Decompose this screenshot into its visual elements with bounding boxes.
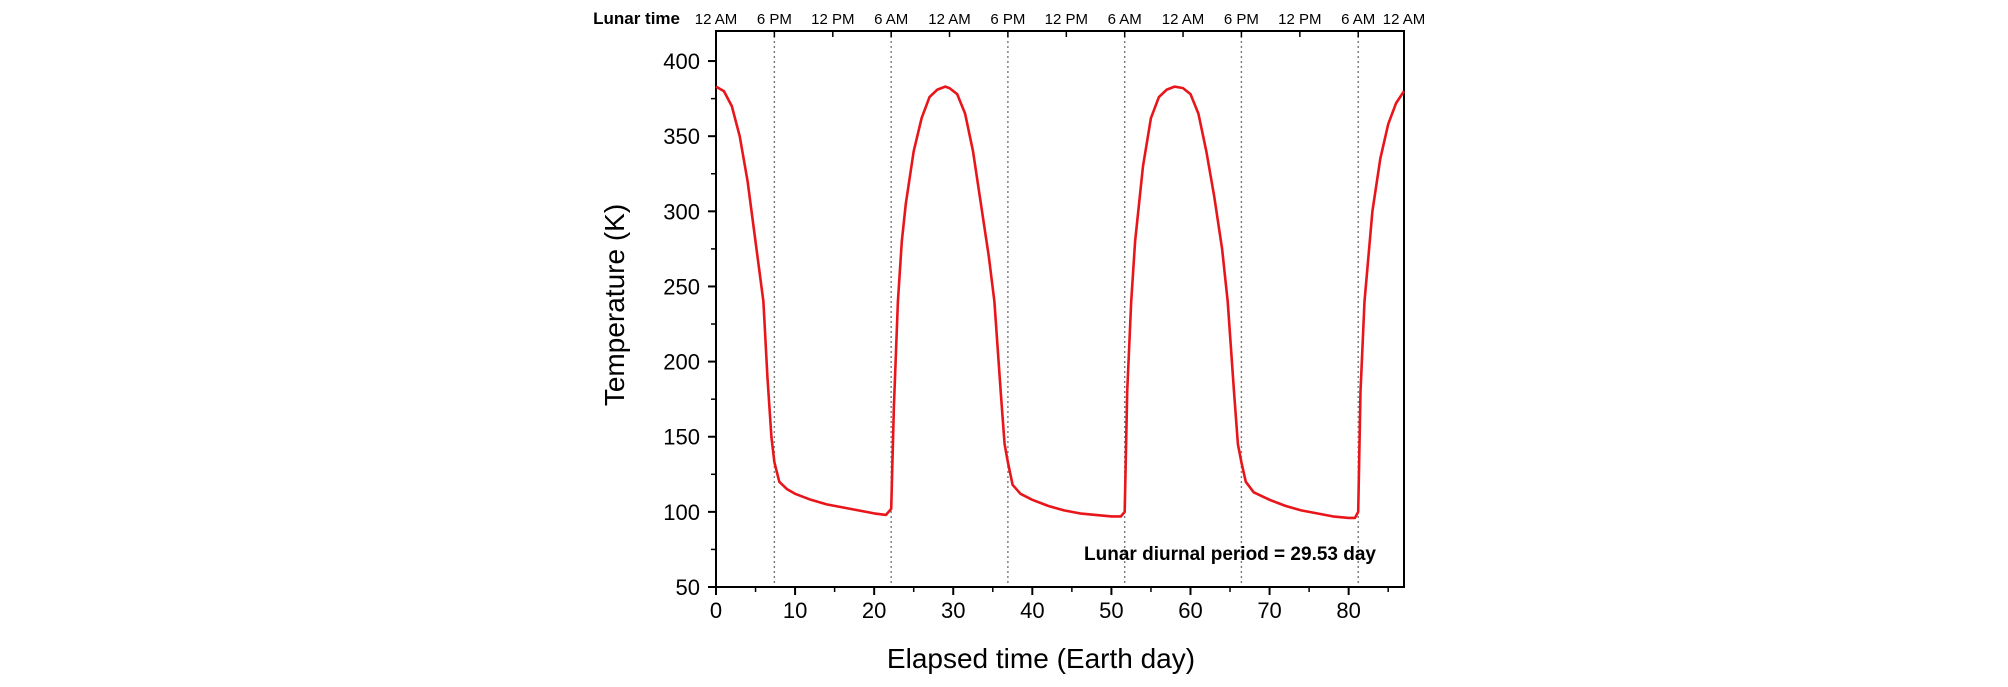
- x-tick-label: 80: [1336, 598, 1360, 623]
- y-tick-label: 300: [663, 199, 700, 224]
- x-tick-label: 20: [862, 598, 886, 623]
- top-tick-label: 12 AM: [1162, 11, 1205, 28]
- y-axis-ticks: 50 100 150 200 250 300 350 400: [663, 49, 716, 600]
- top-axis-label: Lunar time: [593, 9, 680, 28]
- x-tick-label: 10: [783, 598, 807, 623]
- chart-annotation: Lunar diurnal period = 29.53 day: [1084, 544, 1376, 565]
- top-tick-label: 12 AM: [928, 11, 971, 28]
- x-tick-label: 70: [1257, 598, 1281, 623]
- x-tick-label: 30: [941, 598, 965, 623]
- top-tick-label: 6 PM: [1224, 11, 1259, 28]
- x-axis-ticks: 0 10 20 30 40 50 60 70 80: [710, 587, 1389, 623]
- x-axis-label: Elapsed time (Earth day): [887, 643, 1195, 674]
- y-tick-label: 50: [676, 575, 700, 600]
- top-tick-label: 6 PM: [990, 11, 1025, 28]
- y-tick-label: 400: [663, 49, 700, 74]
- y-axis-label: Temperature (K): [599, 204, 630, 406]
- top-tick-label: 12 AM: [1383, 11, 1426, 28]
- vertical-guide-lines: [773, 31, 1359, 587]
- x-tick-label: 60: [1178, 598, 1202, 623]
- x-tick-label: 50: [1099, 598, 1123, 623]
- x-tick-label: 40: [1020, 598, 1044, 623]
- top-tick-label: 12 AM: [695, 11, 738, 28]
- y-tick-label: 250: [663, 274, 700, 299]
- top-tick-label: 6 AM: [874, 11, 908, 28]
- top-tick-label: 12 PM: [1278, 11, 1321, 28]
- top-tick-label: 6 AM: [1341, 11, 1375, 28]
- top-tick-label: 6 AM: [1108, 11, 1142, 28]
- y-tick-label: 200: [663, 350, 700, 375]
- top-axis: Lunar time 12 AM 6 PM 12 PM 6 AM 12 AM 6 PM 12…: [593, 9, 1425, 37]
- top-tick-label: 12 PM: [1045, 11, 1088, 28]
- temperature-line: [715, 85, 1406, 520]
- y-tick-label: 100: [663, 500, 700, 525]
- x-tick-label: 0: [710, 598, 722, 623]
- top-tick-label: 6 PM: [757, 11, 792, 28]
- plot-frame: [715, 30, 1405, 588]
- top-tick-label: 12 PM: [811, 11, 854, 28]
- y-tick-label: 150: [663, 425, 700, 450]
- y-tick-label: 350: [663, 124, 700, 149]
